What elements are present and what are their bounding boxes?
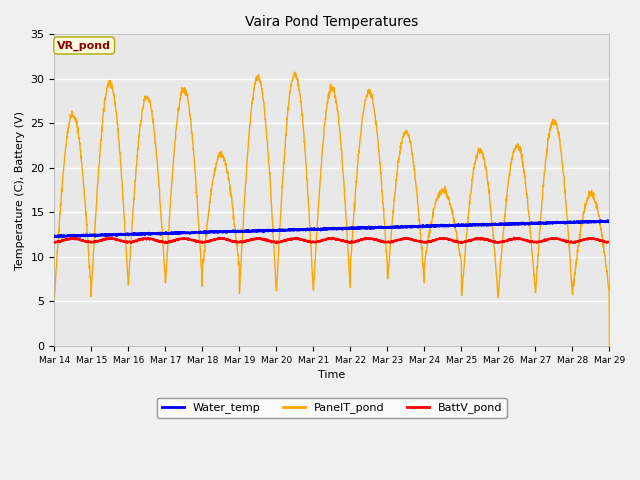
Y-axis label: Temperature (C), Battery (V): Temperature (C), Battery (V) [15,110,25,270]
Text: VR_pond: VR_pond [57,40,111,50]
X-axis label: Time: Time [318,370,346,380]
Legend: Water_temp, PanelT_pond, BattV_pond: Water_temp, PanelT_pond, BattV_pond [157,398,507,418]
Title: Vaira Pond Temperatures: Vaira Pond Temperatures [245,15,419,29]
